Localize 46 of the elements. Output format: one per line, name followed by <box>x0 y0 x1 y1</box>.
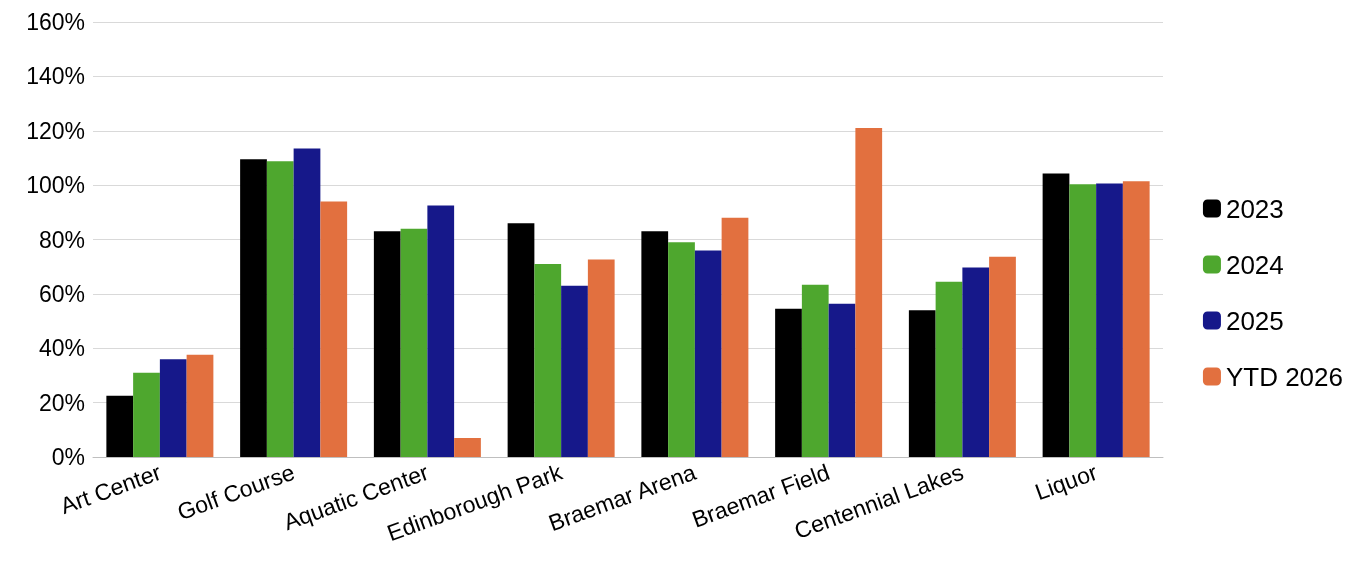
bar <box>561 285 588 457</box>
bar <box>266 161 294 457</box>
bar <box>133 372 160 457</box>
bar <box>962 267 990 457</box>
y-tick-label: 40% <box>38 335 85 362</box>
y-tick-label: 80% <box>38 226 85 253</box>
y-tick-label: 20% <box>38 389 85 416</box>
y-tick-label: 100% <box>26 172 85 199</box>
bar <box>775 308 802 457</box>
bar <box>400 228 428 457</box>
legend-label: YTD 2026 <box>1225 361 1344 392</box>
bar <box>641 231 669 457</box>
bar <box>507 223 535 457</box>
bar <box>668 242 695 457</box>
bar <box>373 231 401 457</box>
bar <box>935 281 963 457</box>
legend-label: 2023 <box>1225 193 1284 224</box>
y-tick-label: 60% <box>38 280 85 307</box>
bar <box>801 284 829 457</box>
bar <box>534 263 562 457</box>
bar <box>293 148 321 457</box>
bar <box>1042 173 1070 457</box>
y-tick-label: 160% <box>26 9 85 35</box>
y-tick-label: 140% <box>26 63 85 90</box>
bar <box>721 217 749 457</box>
bar <box>106 395 134 457</box>
x-tick-label: Liquor <box>1031 458 1101 506</box>
bar <box>1122 181 1150 457</box>
legend-label: 2025 <box>1225 305 1284 336</box>
bar <box>908 310 936 457</box>
bar <box>186 354 214 457</box>
bar <box>427 205 455 457</box>
bar <box>1069 184 1097 457</box>
legend-label: 2024 <box>1225 249 1284 280</box>
bar <box>454 437 481 457</box>
bar <box>1096 183 1123 457</box>
y-tick-label: 120% <box>26 117 85 144</box>
bar <box>694 250 722 457</box>
bar <box>855 128 883 457</box>
bar <box>828 303 856 457</box>
bar <box>587 259 615 457</box>
y-tick-label: 0% <box>51 444 85 470</box>
bar <box>989 256 1016 457</box>
bar <box>320 201 348 457</box>
bar <box>240 159 267 457</box>
bar <box>159 359 187 457</box>
